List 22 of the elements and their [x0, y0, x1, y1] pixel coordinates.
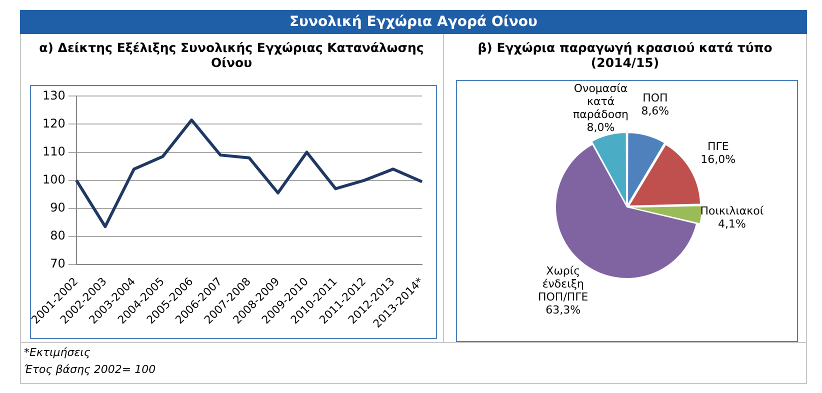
data-label: 4,1%	[718, 217, 746, 230]
text: *Εκτιμήσεις	[24, 346, 90, 359]
chart-title: β) Εγχώρια παραγωγή κρασιού κατά τύπο (2014/15)	[476, 40, 774, 70]
y-tick-label: 90	[50, 200, 66, 214]
y-tick-label: 120	[42, 116, 66, 130]
slice-label: Ποικιλιακοί	[700, 204, 764, 218]
text: Έτος βάσης 2002= 100	[24, 363, 156, 376]
data-label: 63,3%	[546, 303, 581, 316]
slice-label: ΠΓΕ	[707, 140, 729, 154]
chart-title: Συνολική Εγχώρια Αγορά Οίνου	[20, 10, 807, 34]
data-label: 8,6%	[641, 104, 670, 118]
y-tick-label: 130	[42, 88, 66, 102]
y-tick-label: 80	[50, 228, 66, 242]
data-label: 16,0%	[700, 153, 736, 166]
slice-label: ΠΟΠ	[642, 92, 668, 105]
y-tick-label: 100	[42, 172, 66, 186]
slice-label: Χωρίς ένδειξη ΠΟΠ/ΠΓΕ	[538, 264, 588, 304]
y-tick-label: 110	[42, 144, 66, 158]
slice-label: Ονομασία κατά παράδοση	[573, 82, 629, 121]
chart-subtitle: α) Δείκτης Εξέλιξης Συνολικής Εγχώριας Κατανάλωσης Οίνου	[38, 40, 425, 70]
data-label: 8,0%	[586, 120, 615, 134]
y-tick-label: 70	[50, 256, 66, 271]
